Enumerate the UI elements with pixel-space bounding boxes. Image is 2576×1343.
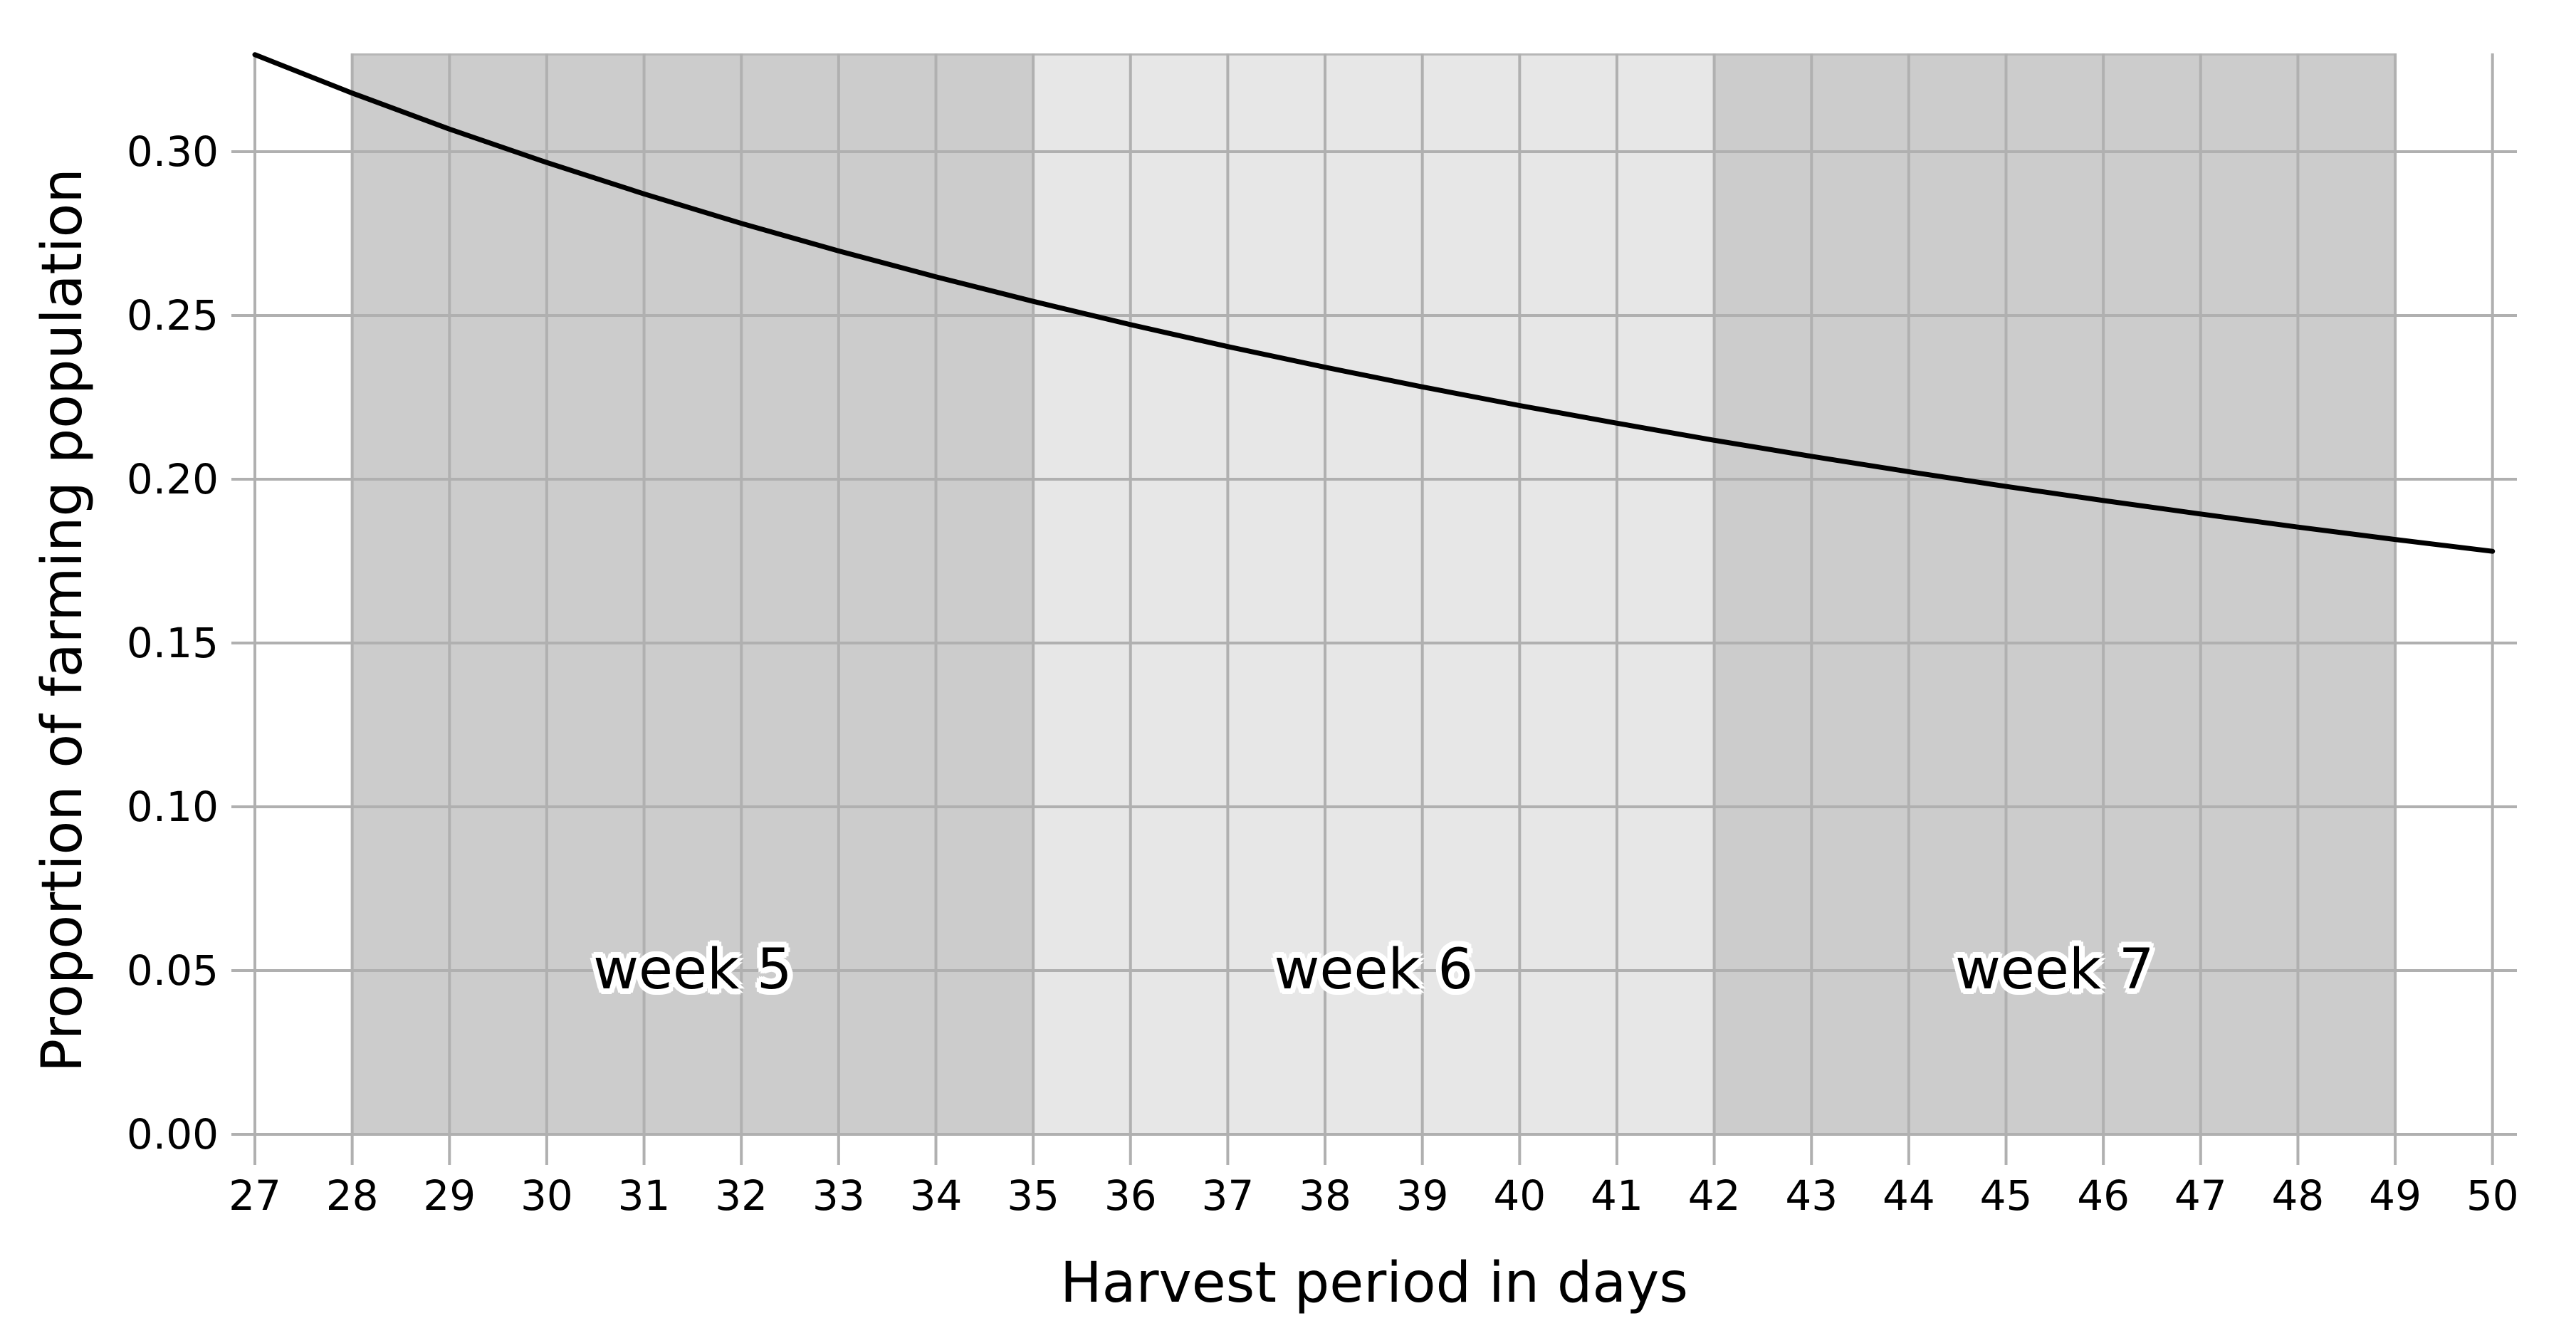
region-week-5 [352,53,1034,1134]
x-tick-label-41: 41 [1591,1171,1643,1220]
y-tick-label-0.20: 0.20 [126,455,219,503]
y-axis-title: Proportion of farming population [31,168,95,1072]
region-week-6 [1033,53,1714,1134]
week-5-label: week 5 [593,938,792,1002]
series-line [252,52,2496,554]
x-tick-label-48: 48 [2271,1171,2325,1220]
gridlines [231,53,2517,1165]
x-tick-label-47: 47 [2174,1171,2227,1220]
x-tick-label-39: 39 [1396,1171,1449,1220]
x-tick-label-29: 29 [423,1171,476,1220]
y-tick-label-0.25: 0.25 [126,291,219,340]
x-axis-title: Harvest period in days [1060,1251,1688,1315]
x-tick-label-44: 44 [1882,1171,1935,1220]
data-curve [252,52,2496,554]
x-tick-label-36: 36 [1104,1171,1157,1220]
x-tick-label-42: 42 [1687,1171,1741,1220]
x-tick-label-37: 37 [1201,1171,1255,1220]
x-tick-label-31: 31 [617,1171,671,1220]
x-tick-label-30: 30 [520,1171,573,1220]
region-week-7 [1714,53,2396,1134]
week-shading-regions [352,53,2396,1134]
x-tick-label-32: 32 [715,1171,768,1220]
x-tick-label-35: 35 [1007,1171,1060,1220]
x-tick-label-34: 34 [909,1171,963,1220]
x-tick-label-49: 49 [2369,1171,2421,1220]
x-tick-label-38: 38 [1299,1171,1351,1220]
x-tick-label-33: 33 [812,1171,865,1220]
x-tick-label-43: 43 [1785,1171,1838,1220]
y-tick-label-0.30: 0.30 [126,127,219,176]
x-tick-label-27: 27 [229,1171,281,1220]
x-tick-label-45: 45 [1979,1171,2033,1220]
y-tick-label-0.05: 0.05 [126,946,219,995]
y-tick-label-0.15: 0.15 [126,619,219,667]
x-tick-label-46: 46 [2077,1171,2130,1220]
x-tick-label-50: 50 [2466,1171,2519,1220]
week-6-label: week 6 [1274,938,1474,1002]
y-tick-label-0.00: 0.00 [126,1110,219,1159]
x-tick-label-40: 40 [1493,1171,1546,1220]
week-7-label: week 7 [1955,938,2154,1002]
x-tick-label-28: 28 [325,1171,379,1220]
y-tick-label-0.10: 0.10 [126,783,219,831]
